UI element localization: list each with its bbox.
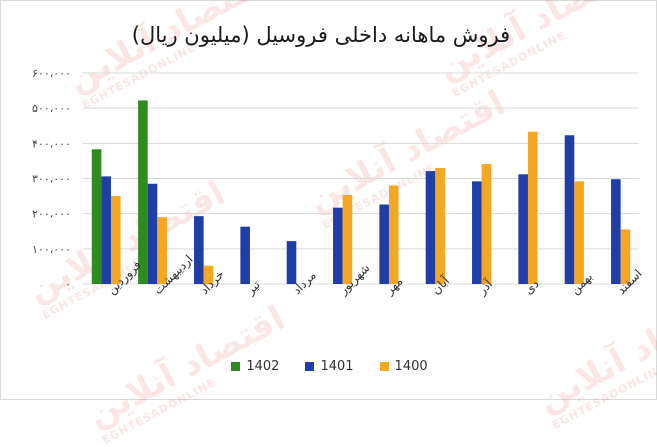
y-tick-label: ۰ <box>65 278 71 291</box>
bar-1400 <box>203 265 214 284</box>
bar-1401 <box>518 174 528 284</box>
bar-1401 <box>101 176 111 284</box>
bar-1401 <box>425 171 436 284</box>
legend-item: 1401 <box>305 359 354 374</box>
bar-1400 <box>574 181 584 284</box>
bar-1400 <box>435 167 445 284</box>
bar-1401 <box>194 216 204 284</box>
bar-1400 <box>481 164 492 284</box>
legend-item: 1402 <box>231 359 279 374</box>
y-tick-label: ۳۰۰،۰۰۰ <box>32 173 71 186</box>
legend-label: 1400 <box>394 359 428 374</box>
legend-label: 1401 <box>320 359 354 374</box>
y-tick-label: ۶۰۰،۰۰۰ <box>32 67 71 80</box>
y-tick-label: ۱۰۰،۰۰۰ <box>32 243 71 256</box>
bar-1400 <box>342 195 353 284</box>
y-axis-ticks: ۰ ۱۰۰،۰۰۰ ۲۰۰،۰۰۰ ۳۰۰،۰۰۰ ۴۰۰،۰۰۰ ۵۰۰،۰۰۰ ۶۰۰،… <box>32 67 71 291</box>
y-tick-label: ۲۰۰،۰۰۰ <box>32 208 71 221</box>
bar-1401 <box>379 204 389 284</box>
x-axis-ticks: فروردین اردیبهشت خرداد تیر مرداد شهریور مهر آبا… <box>104 252 644 298</box>
legend-swatch <box>305 362 315 371</box>
bar-1401 <box>240 226 250 284</box>
gridlines <box>83 72 639 285</box>
bar-1400 <box>157 217 167 284</box>
bar-1402 <box>91 149 102 284</box>
bar-1401 <box>611 179 621 284</box>
chart-title: فروش ماهانه داخلی فروسیل (میلیون ریال) <box>131 23 511 47</box>
bar-1400 <box>110 196 121 284</box>
y-tick-label: ۵۰۰،۰۰۰ <box>32 102 71 115</box>
bar-1401 <box>564 135 575 284</box>
bar-1400 <box>527 131 538 284</box>
bar-chart-plot: ۰ ۱۰۰،۰۰۰ ۲۰۰،۰۰۰ ۳۰۰،۰۰۰ ۴۰۰،۰۰۰ ۵۰۰،۰۰۰ ۶۰۰،… <box>32 67 645 299</box>
bar-1402 <box>138 100 148 285</box>
legend-swatch <box>379 362 389 371</box>
legend-item: 1400 <box>379 359 428 374</box>
bars <box>91 100 631 285</box>
bar-1401 <box>333 207 343 284</box>
bar-1400 <box>388 185 399 284</box>
bar-1401 <box>472 181 482 284</box>
y-tick-label: ۴۰۰،۰۰۰ <box>32 137 71 150</box>
legend-swatch <box>231 362 241 371</box>
bar-1401 <box>286 241 297 284</box>
bar-1401 <box>147 183 158 284</box>
legend: 1402 1401 1400 <box>1 359 657 374</box>
legend-label: 1402 <box>246 359 280 374</box>
bar-1400 <box>620 229 631 284</box>
